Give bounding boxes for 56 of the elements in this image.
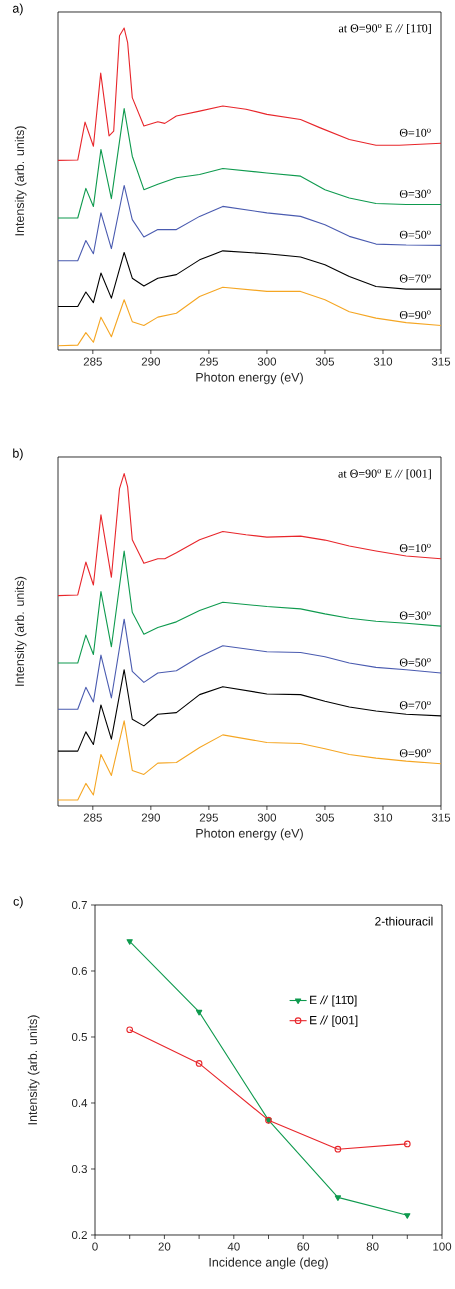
series-label: Θ=30$^{o}$	[399, 611, 431, 620]
series-label: Θ=70$^{o}$	[399, 700, 431, 710]
y-tick-label: 0.4	[71, 1098, 88, 1108]
x-tick-label: 305	[315, 357, 335, 366]
point	[334, 1195, 342, 1201]
annotation: at Θ=90$^{o}$ E // [001]	[338, 469, 431, 480]
point	[195, 1009, 203, 1016]
x-tick-label: 20	[158, 1242, 171, 1251]
series-label: Θ=30$^{o}$	[399, 189, 431, 198]
y-tick-label: 0.2	[71, 1230, 87, 1240]
series-label: Θ=90$^{o}$	[399, 310, 431, 320]
chart-title: c)	[13, 896, 23, 909]
x-tick-label: 40	[227, 1242, 240, 1251]
y-tick-label: 0.6	[71, 966, 87, 976]
annotation: 2-thiouracil	[375, 916, 433, 926]
series-label: Θ=10$^{o}$	[399, 128, 431, 137]
series-label: Θ=50$^{o}$	[399, 230, 431, 239]
annotation: at Θ=90$^{o}$ E // [11̄0]	[338, 23, 431, 34]
y-tick-label: 0.7	[71, 900, 87, 910]
x-tick-label: 100	[433, 1242, 452, 1251]
x-tick-label: 310	[373, 813, 393, 822]
x-tick-label: 285	[83, 357, 102, 366]
legend-label: E // [11̄0]	[310, 995, 357, 1007]
point	[195, 1060, 203, 1067]
x-tick-label: 290	[141, 357, 160, 366]
point	[334, 1145, 342, 1153]
series-label: Θ=10$^{o}$	[399, 543, 431, 553]
x-tick-label: 295	[199, 813, 218, 822]
chart-title: a)	[12, 3, 23, 16]
series-label: Θ=70$^{o}$	[399, 274, 431, 283]
x-tick-label: 285	[83, 813, 102, 822]
series-label: Θ=90$^{o}$	[399, 748, 431, 758]
point	[404, 1213, 411, 1219]
x-axis-title: Photon energy (eV)	[196, 828, 303, 841]
y-tick-label: 0.5	[71, 1032, 87, 1042]
x-axis-title: Photon energy (eV)	[196, 372, 303, 385]
y-axis-title: Intensity (arb. units)	[14, 576, 27, 686]
x-tick-label: 0	[92, 1242, 98, 1251]
x-tick-label: 300	[257, 813, 277, 822]
x-tick-label: 295	[199, 357, 218, 366]
x-tick-label: 315	[431, 357, 451, 366]
y-tick-label: 0.3	[71, 1164, 87, 1174]
y-axis-title: Intensity (arb. units)	[14, 126, 27, 236]
legend-label: E // [001]	[310, 1015, 358, 1027]
point	[126, 939, 133, 945]
x-tick-label: 80	[366, 1242, 379, 1251]
chart-title: b)	[13, 448, 23, 461]
x-tick-label: 305	[315, 813, 335, 822]
x-tick-label: 290	[141, 813, 160, 822]
x-tick-label: 315	[431, 813, 451, 822]
x-tick-label: 300	[257, 357, 277, 366]
y-axis-title: Intensity (arb. units)	[27, 1015, 40, 1125]
x-tick-label: 310	[373, 357, 393, 366]
x-axis-title: Incidence angle (deg)	[209, 1257, 328, 1270]
x-tick-label: 60	[297, 1242, 310, 1251]
series-label: Θ=50$^{o}$	[399, 658, 431, 667]
